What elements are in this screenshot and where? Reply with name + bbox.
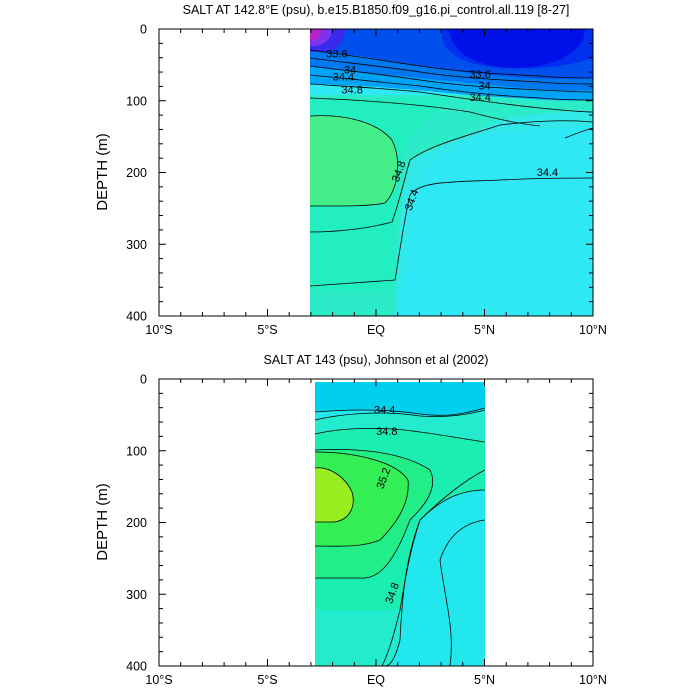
panel-2-y-ticks bbox=[159, 378, 593, 667]
contour-label: 34.4 bbox=[469, 92, 490, 104]
contour-label: 34.8 bbox=[376, 426, 397, 438]
panel-2-contour-lines bbox=[314, 407, 486, 666]
contour-line-p1-east bbox=[564, 127, 593, 139]
x-tick-label: 5°S bbox=[257, 323, 277, 337]
panel-2-x-ticks bbox=[158, 379, 594, 666]
contour-line-p1-e bbox=[309, 83, 593, 113]
panel-2: SALT AT 143 (psu), Johnson et al (2002) … bbox=[94, 353, 607, 687]
y-tick-label: 100 bbox=[126, 94, 147, 108]
contour-label: 34.4 bbox=[374, 404, 395, 416]
contour-line-p1-a bbox=[309, 49, 593, 79]
y-tick-label: 200 bbox=[126, 516, 147, 530]
y-tick-label: 400 bbox=[126, 660, 147, 674]
y-tick-label: 200 bbox=[126, 166, 147, 180]
y-tick-label: 0 bbox=[140, 373, 147, 387]
x-tick-label: EQ bbox=[367, 673, 385, 687]
panel-2-contour-field bbox=[314, 382, 486, 666]
fill-p1-core bbox=[310, 115, 398, 206]
panel-1-contour-field bbox=[309, 29, 593, 316]
panel-1-y-axis-label: DEPTH (m) bbox=[94, 133, 111, 211]
fill-p2-top bbox=[315, 382, 485, 415]
x-tick-label: 10°N bbox=[579, 673, 607, 687]
contour-label: 34.8 bbox=[341, 85, 362, 97]
contour-line-p2-e bbox=[314, 451, 409, 547]
contour-line-p2-348 bbox=[384, 469, 486, 666]
y-tick-label: 400 bbox=[126, 310, 147, 324]
contour-label: 34.4 bbox=[537, 167, 558, 179]
contour-line-p2-f bbox=[381, 489, 486, 666]
x-tick-label: 5°N bbox=[474, 673, 495, 687]
y-tick-label: 300 bbox=[126, 588, 147, 602]
contour-label: 33.6 bbox=[469, 69, 490, 81]
contour-label: 34.4 bbox=[333, 72, 354, 84]
panel-2-title: SALT AT 143 (psu), Johnson et al (2002) bbox=[264, 353, 489, 367]
contour-line-p1-344-west bbox=[309, 177, 593, 287]
contour-line-p2-b bbox=[314, 409, 486, 421]
contour-line-p2-c bbox=[314, 428, 486, 443]
x-tick-label: 10°S bbox=[145, 673, 172, 687]
panel-1-x-ticks bbox=[158, 29, 594, 316]
panel-2-y-axis-label: DEPTH (m) bbox=[94, 483, 111, 561]
panel-1-y-ticks bbox=[159, 28, 593, 317]
fill-p1-fresh-corner-3 bbox=[310, 29, 322, 41]
contour-line-p1-348 bbox=[309, 120, 593, 233]
contour-line-p1-c bbox=[309, 65, 593, 93]
contour-line-p2-d bbox=[314, 448, 434, 579]
contour-line-p1-b bbox=[309, 57, 593, 85]
x-tick-label: 5°S bbox=[257, 673, 277, 687]
fill-p1-fresh-5 bbox=[448, 29, 585, 68]
contour-line-p2-core bbox=[314, 467, 354, 523]
panel-1-title: SALT AT 142.8°E (psu), b.e15.B1850.f09_g… bbox=[183, 3, 570, 17]
x-tick-label: 10°S bbox=[145, 323, 172, 337]
contour-line-p1-d bbox=[309, 74, 593, 101]
contour-line-p2-a bbox=[314, 407, 486, 416]
contour-label: 34 bbox=[344, 64, 356, 76]
panel-1-axes bbox=[158, 28, 594, 317]
y-tick-label: 100 bbox=[126, 444, 147, 458]
x-tick-label: 10°N bbox=[579, 323, 607, 337]
contour-label: 34 bbox=[478, 80, 490, 92]
panel-2-x-tick-labels: 10°S 5°S EQ 5°N 10°N bbox=[145, 673, 607, 687]
contour-line-p1-deep bbox=[364, 315, 365, 316]
x-tick-label: 5°N bbox=[474, 323, 495, 337]
y-tick-label: 0 bbox=[140, 23, 147, 37]
panel-1-y-tick-labels: 0 100 200 300 400 bbox=[126, 23, 147, 324]
panel-2-y-tick-labels: 0 100 200 300 400 bbox=[126, 373, 147, 674]
panel-1: SALT AT 142.8°E (psu), b.e15.B1850.f09_g… bbox=[94, 3, 607, 337]
panel-1-x-tick-labels: 10°S 5°S EQ 5°N 10°N bbox=[145, 323, 607, 337]
contour-line-p2-east bbox=[439, 519, 486, 666]
panel-1-contour-lines bbox=[309, 49, 593, 316]
y-tick-label: 300 bbox=[126, 238, 147, 252]
x-tick-label: EQ bbox=[367, 323, 385, 337]
contour-label: 33.6 bbox=[326, 49, 347, 61]
fill-p2-core bbox=[315, 467, 354, 522]
contour-line-p1-core bbox=[309, 115, 398, 207]
panel-2-axes bbox=[158, 378, 594, 667]
